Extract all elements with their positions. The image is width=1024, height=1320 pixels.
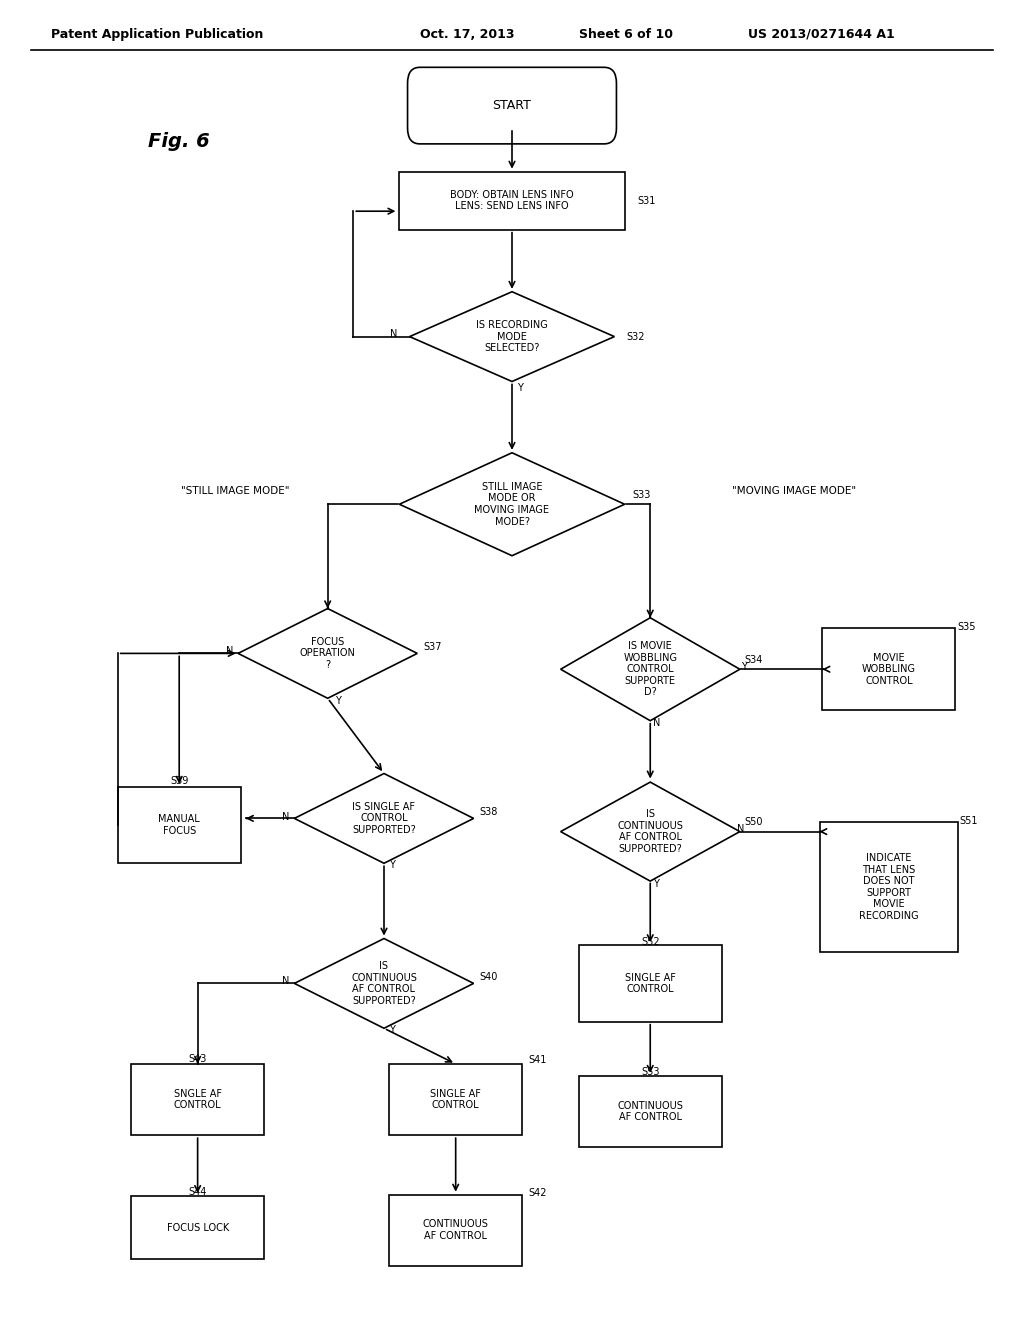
Text: N: N — [283, 812, 290, 822]
Text: N: N — [390, 329, 397, 339]
Text: STILL IMAGE
MODE OR
MOVING IMAGE
MODE?: STILL IMAGE MODE OR MOVING IMAGE MODE? — [474, 482, 550, 527]
Text: S33: S33 — [633, 490, 651, 500]
Bar — [579, 1076, 722, 1147]
Text: S40: S40 — [479, 972, 498, 982]
Bar — [118, 787, 241, 863]
Text: N: N — [653, 718, 660, 729]
Text: N: N — [283, 975, 290, 986]
Text: BODY: OBTAIN LENS INFO
LENS: SEND LENS INFO: BODY: OBTAIN LENS INFO LENS: SEND LENS I… — [451, 190, 573, 211]
Text: CONTINUOUS
AF CONTROL: CONTINUOUS AF CONTROL — [423, 1220, 488, 1241]
Polygon shape — [238, 609, 418, 698]
Text: MOVIE
WOBBLING
CONTROL: MOVIE WOBBLING CONTROL — [862, 652, 915, 686]
Text: Oct. 17, 2013: Oct. 17, 2013 — [420, 28, 514, 41]
Text: "STILL IMAGE MODE": "STILL IMAGE MODE" — [181, 486, 290, 496]
Text: S52: S52 — [641, 937, 659, 948]
Text: S31: S31 — [637, 195, 655, 206]
Text: S34: S34 — [744, 655, 763, 665]
Text: IS SINGLE AF
CONTROL
SUPPORTED?: IS SINGLE AF CONTROL SUPPORTED? — [352, 801, 416, 836]
Text: S43: S43 — [188, 1053, 207, 1064]
Bar — [579, 945, 722, 1022]
Text: S53: S53 — [641, 1067, 659, 1077]
Text: S32: S32 — [627, 331, 645, 342]
Text: Y: Y — [389, 859, 395, 870]
Text: S39: S39 — [170, 776, 188, 787]
Text: IS MOVIE
WOBBLING
CONTROL
SUPPORTE
D?: IS MOVIE WOBBLING CONTROL SUPPORTE D? — [624, 642, 677, 697]
Text: Fig. 6: Fig. 6 — [148, 132, 210, 150]
Text: START: START — [493, 99, 531, 112]
Text: INDICATE
THAT LENS
DOES NOT
SUPPORT
MOVIE
RECORDING: INDICATE THAT LENS DOES NOT SUPPORT MOVI… — [859, 853, 919, 921]
Text: Sheet 6 of 10: Sheet 6 of 10 — [579, 28, 673, 41]
Text: IS
CONTINUOUS
AF CONTROL
SUPPORTED?: IS CONTINUOUS AF CONTROL SUPPORTED? — [351, 961, 417, 1006]
Text: Y: Y — [741, 661, 748, 672]
Bar — [131, 1196, 264, 1259]
Bar — [822, 628, 955, 710]
Text: S42: S42 — [528, 1188, 547, 1199]
Text: N: N — [226, 645, 233, 656]
Text: IS RECORDING
MODE
SELECTED?: IS RECORDING MODE SELECTED? — [476, 319, 548, 354]
Text: SINGLE AF
CONTROL: SINGLE AF CONTROL — [625, 973, 676, 994]
Bar — [389, 1064, 522, 1135]
Text: FOCUS LOCK: FOCUS LOCK — [167, 1222, 228, 1233]
Polygon shape — [295, 774, 473, 863]
Text: CONTINUOUS
AF CONTROL: CONTINUOUS AF CONTROL — [617, 1101, 683, 1122]
Text: Y: Y — [389, 1024, 395, 1035]
Text: Y: Y — [653, 879, 659, 890]
Text: Patent Application Publication: Patent Application Publication — [51, 28, 263, 41]
Text: S38: S38 — [479, 807, 498, 817]
Text: US 2013/0271644 A1: US 2013/0271644 A1 — [748, 28, 894, 41]
Polygon shape — [399, 453, 625, 556]
FancyBboxPatch shape — [408, 67, 616, 144]
Text: S51: S51 — [959, 816, 978, 826]
Text: IS
CONTINUOUS
AF CONTROL
SUPPORTED?: IS CONTINUOUS AF CONTROL SUPPORTED? — [617, 809, 683, 854]
Text: S37: S37 — [423, 642, 441, 652]
Bar — [131, 1064, 264, 1135]
Text: S44: S44 — [188, 1187, 207, 1197]
Text: "MOVING IMAGE MODE": "MOVING IMAGE MODE" — [731, 486, 856, 496]
Text: S50: S50 — [744, 817, 763, 828]
Polygon shape — [295, 939, 473, 1028]
Text: SNGLE AF
CONTROL: SNGLE AF CONTROL — [174, 1089, 221, 1110]
Text: S35: S35 — [957, 622, 976, 632]
Text: Y: Y — [517, 383, 523, 393]
Bar — [819, 822, 958, 952]
Text: FOCUS
OPERATION
?: FOCUS OPERATION ? — [300, 636, 355, 671]
Text: Y: Y — [335, 696, 341, 706]
Bar — [399, 172, 625, 230]
Text: SINGLE AF
CONTROL: SINGLE AF CONTROL — [430, 1089, 481, 1110]
Bar — [389, 1195, 522, 1266]
Text: MANUAL
FOCUS: MANUAL FOCUS — [159, 814, 200, 836]
Text: N: N — [737, 824, 744, 834]
Polygon shape — [561, 781, 739, 882]
Polygon shape — [410, 292, 614, 381]
Polygon shape — [561, 618, 739, 721]
Text: S41: S41 — [528, 1055, 547, 1065]
